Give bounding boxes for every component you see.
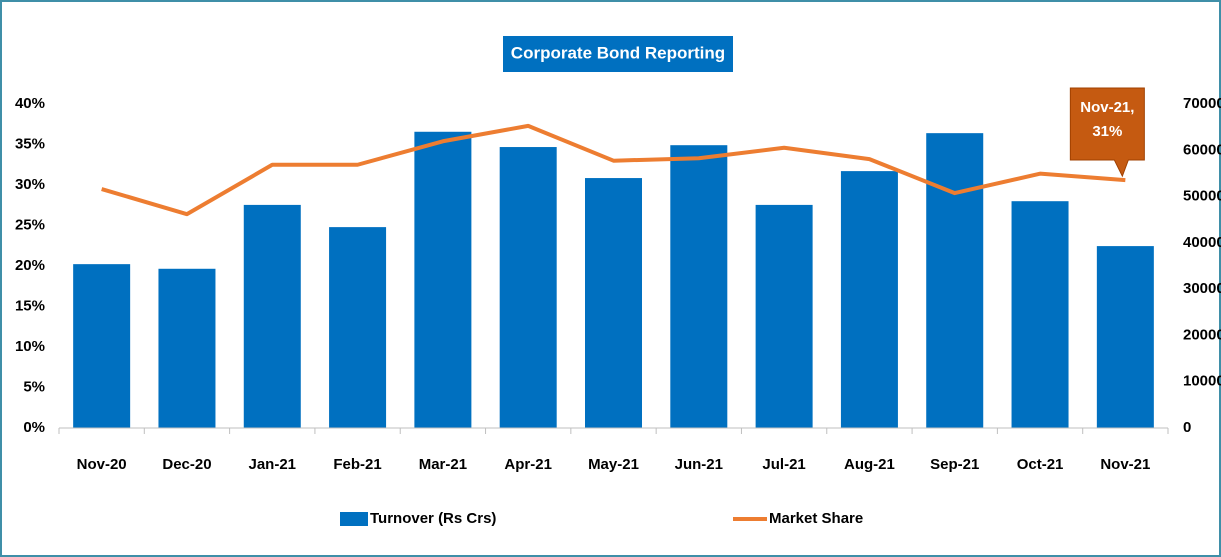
bar xyxy=(243,204,301,428)
x-tick-label: Mar-21 xyxy=(419,456,467,473)
y2-tick-label: 30000 xyxy=(1183,280,1221,297)
y2-tick-label: 50000 xyxy=(1183,188,1221,205)
bar xyxy=(499,147,557,428)
y2-tick-label: 60000 xyxy=(1183,141,1221,158)
y-tick-label: 20% xyxy=(15,257,45,274)
line-series xyxy=(101,123,1126,217)
x-tick-label: Jan-21 xyxy=(249,456,297,473)
x-tick-label: Feb-21 xyxy=(333,456,381,473)
x-tick-label: Nov-20 xyxy=(77,456,127,473)
annotation-text: Nov-21, xyxy=(1080,99,1134,116)
legend-label: Turnover (Rs Crs) xyxy=(370,510,496,527)
x-tick-label: Oct-21 xyxy=(1017,456,1064,473)
bar xyxy=(414,131,472,428)
y2-tick-label: 40000 xyxy=(1183,234,1221,251)
y-tick-label: 10% xyxy=(15,338,45,355)
legend-swatch xyxy=(340,512,368,526)
y2-tick-label: 0 xyxy=(1183,419,1191,436)
x-tick-label: Jul-21 xyxy=(762,456,805,473)
x-tick-label: Sep-21 xyxy=(930,456,979,473)
y2-tick-label: 20000 xyxy=(1183,326,1221,343)
bar xyxy=(1096,246,1154,428)
y-tick-label: 5% xyxy=(23,378,45,395)
x-tick-label: May-21 xyxy=(588,456,639,473)
x-tick-label: Apr-21 xyxy=(504,456,552,473)
x-tick-label: Nov-21 xyxy=(1100,456,1150,473)
bar xyxy=(755,204,813,428)
annotation-callout xyxy=(1069,87,1145,178)
y-tick-label: 15% xyxy=(15,297,45,314)
y-tick-label: 30% xyxy=(15,176,45,193)
x-tick-label: Aug-21 xyxy=(844,456,895,473)
y2-tick-label: 70000 xyxy=(1183,95,1221,112)
bar xyxy=(670,145,728,429)
annotation-text: 31% xyxy=(1092,123,1122,140)
y-tick-label: 25% xyxy=(15,216,45,233)
bar xyxy=(1011,201,1069,428)
title-box xyxy=(503,36,733,72)
y-tick-label: 35% xyxy=(15,135,45,152)
y-tick-label: 40% xyxy=(15,95,45,112)
y2-tick-label: 10000 xyxy=(1183,373,1221,390)
x-tick-label: Jun-21 xyxy=(675,456,723,473)
bar xyxy=(926,133,984,428)
bar xyxy=(73,264,131,428)
legend-label: Market Share xyxy=(769,510,863,527)
bar xyxy=(840,171,898,428)
bar xyxy=(329,227,387,428)
chart-title: Corporate Bond Reporting xyxy=(511,43,725,62)
bar xyxy=(158,268,216,428)
y-tick-label: 0% xyxy=(23,419,45,436)
bar xyxy=(585,178,642,428)
x-tick-label: Dec-20 xyxy=(162,456,211,473)
